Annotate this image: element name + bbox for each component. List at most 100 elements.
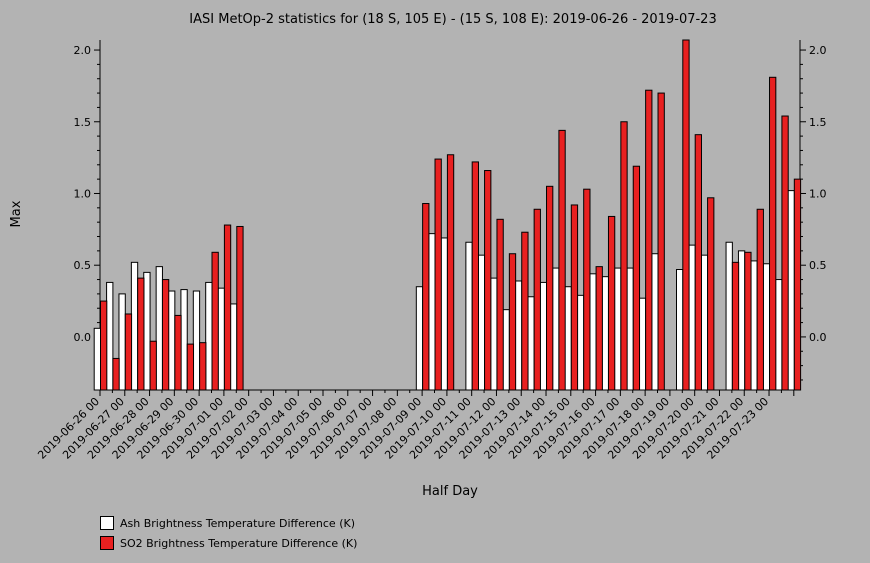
bar-ash [676, 269, 684, 391]
bar-so2 [199, 342, 207, 391]
y-tick-label-left: 0.5 [74, 259, 92, 272]
legend-swatch-so2 [100, 536, 114, 550]
bar-ash [539, 281, 548, 391]
plot-area: 2.0 2.01.5 1.51.0 1.00.5 0.50.0 0.02019-06-26… [35, 39, 827, 462]
bar-ash [93, 327, 101, 391]
bar-ash [465, 241, 473, 391]
bar-so2 [533, 208, 541, 391]
bar-so2 [484, 170, 492, 391]
bar-so2 [546, 185, 554, 391]
bar-so2 [161, 279, 170, 391]
bar-so2 [558, 129, 566, 391]
bar-so2 [657, 92, 665, 391]
x-axis-label: Half Day [422, 484, 478, 499]
bar-ash [564, 286, 572, 391]
bar-ash [638, 297, 647, 391]
y-tick-label-right: 0.5 [809, 259, 827, 272]
y-tick-label-right: 1.0 [809, 187, 827, 200]
legend: Ash Brightness Temperature Difference (K… [100, 513, 357, 553]
bar-so2 [645, 89, 653, 391]
legend-label-ash: Ash Brightness Temperature Difference (K… [120, 516, 355, 530]
bar-so2 [595, 266, 603, 391]
bar-so2 [149, 340, 157, 391]
bar-so2 [496, 218, 504, 391]
bar-so2 [583, 188, 591, 391]
bar-ash [700, 254, 709, 391]
bar-so2 [756, 208, 764, 391]
bar-so2 [124, 313, 133, 391]
legend-swatch-ash [100, 516, 114, 530]
y-tick-label-left: 2.0 [74, 44, 92, 57]
bar-so2 [211, 251, 219, 391]
bar-so2 [223, 224, 232, 391]
y-tick-label-left: 1.0 [74, 187, 92, 200]
bar-ash [601, 276, 609, 391]
bar-so2 [620, 121, 628, 391]
bar-so2 [471, 161, 479, 391]
bar-ash [130, 261, 139, 391]
y-axis-label: Max [9, 200, 24, 227]
bar-so2 [137, 277, 145, 391]
bar-so2 [731, 261, 740, 391]
bar-ash [626, 267, 634, 391]
bar-so2 [422, 203, 430, 391]
bar-so2 [236, 225, 244, 391]
y-tick-label-left: 0.0 [74, 331, 92, 344]
bar-ash [180, 289, 188, 391]
bar-ash [229, 303, 238, 391]
bar-ash [428, 233, 436, 391]
bar-so2 [607, 215, 616, 391]
bar-so2 [694, 134, 702, 391]
y-tick-label-right: 0.0 [809, 331, 827, 344]
bar-ash [576, 294, 585, 391]
bar-so2 [769, 76, 777, 391]
bar-so2 [793, 178, 802, 391]
bar-so2 [112, 357, 120, 391]
legend-item-so2: SO2 Brightness Temperature Difference (K… [100, 533, 357, 553]
bar-ash [415, 286, 424, 391]
bar-ash [440, 237, 448, 391]
bar-so2 [632, 165, 641, 391]
bar-so2 [521, 231, 529, 391]
y-tick-label-right: 1.5 [809, 116, 827, 129]
bar-ash [688, 244, 696, 391]
bar-ash [725, 241, 733, 391]
bar-ash [168, 290, 176, 391]
bar-so2 [174, 314, 182, 391]
bar-so2 [508, 253, 517, 391]
bar-ash [155, 266, 163, 391]
bar-ash [614, 267, 622, 391]
bar-ash [118, 293, 126, 391]
bar-so2 [682, 39, 690, 391]
y-tick-label-right: 2.0 [809, 44, 827, 57]
bar-ash [787, 190, 795, 391]
bar-ash [477, 254, 486, 391]
bar-ash [143, 271, 151, 391]
legend-label-so2: SO2 Brightness Temperature Difference (K… [120, 536, 358, 550]
bar-ash [737, 250, 746, 391]
bar-so2 [707, 197, 715, 391]
bar-so2 [446, 154, 455, 391]
bar-so2 [434, 158, 442, 391]
bar-ash [589, 273, 597, 391]
bar-so2 [100, 300, 108, 391]
bar-ash [217, 287, 225, 391]
bar-so2 [570, 204, 579, 391]
bar-so2 [781, 115, 789, 391]
bar-so2 [186, 343, 195, 391]
bar-ash [527, 296, 535, 391]
bar-ash [651, 253, 659, 391]
chart-title: IASI MetOp-2 statistics for (18 S, 105 E… [189, 12, 716, 27]
bar-ash [514, 280, 523, 391]
bar-ash [502, 309, 510, 391]
bar-ash [750, 260, 758, 391]
bar-ash [205, 281, 213, 391]
bar-ash [552, 267, 560, 391]
bar-ash [775, 279, 783, 391]
legend-item-ash: Ash Brightness Temperature Difference (K… [100, 513, 357, 533]
bar-ash [192, 290, 201, 391]
y-tick-label-left: 1.5 [74, 116, 92, 129]
bar-so2 [744, 251, 752, 391]
bar-ash [762, 263, 771, 391]
